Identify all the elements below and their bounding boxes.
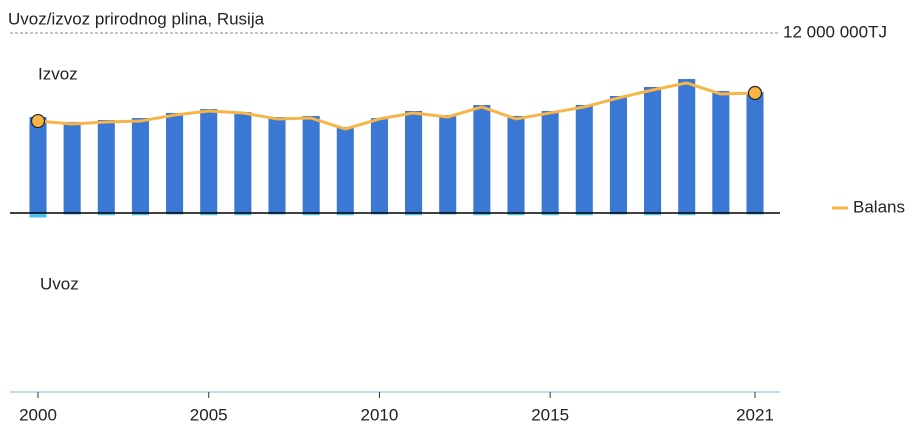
bar xyxy=(63,121,81,213)
bar xyxy=(746,91,764,213)
bar xyxy=(29,117,47,213)
bar xyxy=(473,105,491,213)
bar xyxy=(473,213,491,216)
bar xyxy=(644,213,662,216)
bar xyxy=(541,213,559,216)
bar xyxy=(131,213,149,216)
bar xyxy=(678,79,696,213)
bar xyxy=(405,111,423,213)
bar xyxy=(302,213,320,216)
bar xyxy=(712,91,730,213)
x-tick-label: 2015 xyxy=(531,405,569,424)
x-tick-label: 2021 xyxy=(736,405,774,424)
bar xyxy=(234,213,252,216)
bar xyxy=(166,112,184,213)
x-tick-label: 2000 xyxy=(19,405,57,424)
bar xyxy=(439,115,457,213)
bar xyxy=(200,213,218,216)
bar xyxy=(336,127,354,213)
bar xyxy=(541,111,559,213)
legend-label: Balans xyxy=(853,197,905,216)
x-tick-label: 2005 xyxy=(190,405,228,424)
bar xyxy=(370,118,388,213)
bar xyxy=(507,213,525,216)
bar xyxy=(97,120,115,213)
bar xyxy=(268,117,286,213)
bar xyxy=(575,213,593,216)
bar xyxy=(575,105,593,213)
end-marker xyxy=(30,113,46,129)
bar xyxy=(29,213,47,218)
chart-title: Uvoz/izvoz prirodnog plina, Rusija xyxy=(8,9,265,28)
bar xyxy=(97,213,115,216)
x-tick-label: 2010 xyxy=(361,405,399,424)
bar xyxy=(302,115,320,213)
bar xyxy=(678,213,696,216)
annotation: Uvoz xyxy=(40,274,79,293)
bar xyxy=(336,213,354,216)
end-marker xyxy=(747,85,763,101)
y-tick-label: 12 000 000TJ xyxy=(783,22,887,41)
bar xyxy=(131,118,149,213)
bar xyxy=(609,96,627,213)
bar xyxy=(405,213,423,216)
line xyxy=(37,81,756,131)
bar xyxy=(200,109,218,213)
bar xyxy=(234,112,252,213)
bar xyxy=(644,87,662,213)
annotation: Izvoz xyxy=(38,64,78,83)
bar xyxy=(507,115,525,213)
